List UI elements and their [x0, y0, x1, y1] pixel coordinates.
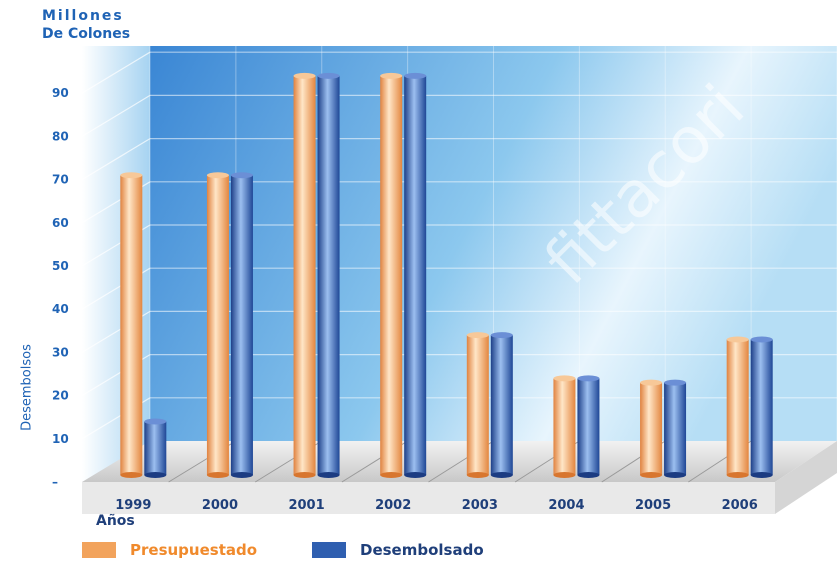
x-tick-label: 2005 — [635, 498, 671, 513]
units-label-line2: De Colones — [42, 26, 131, 42]
bar-presupuestado-2005 — [640, 379, 663, 478]
legend-swatch-desembolsado — [312, 542, 346, 558]
legend-swatch-presupuestado — [82, 542, 116, 558]
bar-presupuestado-2004 — [553, 375, 576, 478]
bar-presupuestado-2000 — [206, 172, 229, 478]
bar-presupuestado-2001 — [293, 72, 316, 478]
bar-desembolsado-2004 — [577, 375, 600, 478]
bar-desembolsado-2002 — [404, 72, 427, 478]
legend-label-presupuestado: Presupuestado — [130, 541, 258, 559]
y-tick-label: 10 — [52, 432, 69, 446]
x-tick-label: 2004 — [548, 498, 584, 513]
y-tick-label: 80 — [52, 129, 69, 143]
y-tick-label: 90 — [52, 86, 69, 100]
bar-desembolsado-2006 — [750, 336, 773, 478]
bar-desembolsado-2001 — [317, 72, 340, 478]
bar-presupuestado-1999 — [120, 172, 143, 478]
x-tick-label: 1999 — [115, 498, 151, 513]
floor-front — [82, 482, 775, 514]
gridline-side — [81, 51, 151, 94]
bar-desembolsado-2000 — [230, 172, 253, 478]
legend-label-desembolsado: Desembolsado — [360, 541, 484, 559]
legend-item-presupuestado: Presupuestado — [82, 540, 257, 560]
gridline-side — [81, 138, 151, 181]
y-tick-label: 70 — [52, 173, 69, 187]
x-tick-label: 2000 — [202, 498, 238, 513]
y-tick-label: 20 — [52, 389, 69, 403]
x-axis-label: Años — [96, 513, 135, 529]
x-tick-label: 2001 — [288, 498, 324, 513]
bar-presupuestado-2003 — [466, 332, 489, 478]
units-label-line1: Millones — [42, 8, 124, 24]
legend-item-desembolsado: Desembolsado — [312, 540, 484, 560]
x-tick-label: 2006 — [722, 498, 758, 513]
bar-presupuestado-2002 — [380, 72, 403, 478]
floor-side — [775, 441, 837, 514]
x-tick-label: 2003 — [462, 498, 498, 513]
x-tick-label: 2002 — [375, 498, 411, 513]
y-axis-label: Desembolsos — [19, 344, 35, 431]
y-tick-label: 50 — [52, 259, 69, 273]
bar-desembolsado-2005 — [664, 379, 687, 478]
y-tick-label: 40 — [52, 302, 69, 316]
y-tick-label: 30 — [52, 345, 69, 359]
floor — [82, 441, 837, 482]
gridline-side — [81, 94, 151, 137]
bar-desembolsado-1999 — [144, 418, 167, 478]
y-tick-label: 60 — [52, 216, 69, 230]
y-tick-label: – — [52, 475, 58, 489]
bar-presupuestado-2006 — [726, 336, 749, 478]
bar-desembolsado-2003 — [490, 332, 513, 478]
